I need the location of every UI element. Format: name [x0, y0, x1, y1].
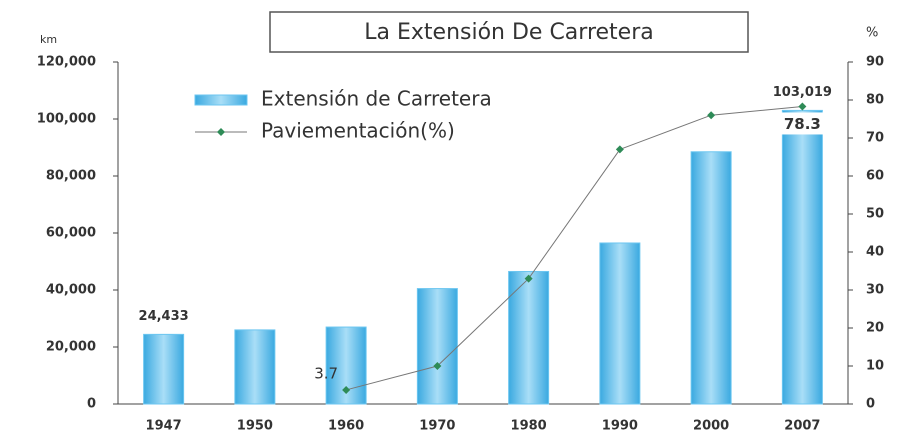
y2-tick-label: 90: [866, 55, 884, 70]
x-tick-label: 1990: [602, 419, 638, 434]
title-box: [269, 11, 749, 53]
bar-value-label: 24,433: [139, 309, 189, 324]
x-tick-label: 1947: [146, 419, 182, 434]
bar: [781, 109, 823, 405]
legend-swatch: [194, 94, 248, 106]
y-tick-label: 0: [87, 397, 96, 412]
line-marker: [342, 385, 351, 394]
label-box: [778, 112, 827, 135]
line-marker: [615, 145, 624, 154]
y-tick-label: 20,000: [46, 340, 96, 355]
line-marker: [798, 102, 807, 111]
bar: [599, 242, 641, 405]
y-tick-label: 120,000: [37, 55, 96, 70]
y2-tick-label: 80: [866, 93, 884, 108]
y2-tick-label: 50: [866, 207, 884, 222]
y2-tick-label: 30: [866, 283, 884, 298]
bar: [508, 270, 550, 405]
y-tick-label: 80,000: [46, 169, 96, 184]
y2-tick-label: 60: [866, 169, 884, 184]
chart-title: La Extensión De Carretera: [364, 20, 653, 45]
line-marker: [524, 274, 533, 283]
x-tick-label: 1950: [237, 419, 273, 434]
line-value-label: 78.3: [784, 115, 821, 133]
x-tick-label: 1970: [419, 419, 455, 434]
bar-value-label: 103,019: [773, 85, 832, 100]
y2-tick-label: 20: [866, 321, 884, 336]
bar: [690, 151, 732, 405]
line-marker: [707, 111, 716, 120]
y2-tick-label: 70: [866, 131, 884, 146]
line-value-label: 3.7: [314, 364, 338, 382]
x-tick-label: 2000: [693, 419, 729, 434]
x-tick-label: 1980: [511, 419, 547, 434]
y-axis-label: km: [40, 33, 57, 46]
bar: [143, 333, 185, 405]
x-tick-label: 2007: [784, 419, 820, 434]
y2-tick-label: 40: [866, 245, 884, 260]
bar: [416, 288, 458, 405]
y-tick-label: 60,000: [46, 226, 96, 241]
bar: [234, 329, 276, 405]
y-tick-label: 100,000: [37, 112, 96, 127]
line: [345, 105, 803, 391]
y-tick-label: 40,000: [46, 283, 96, 298]
legend-label: Paviementación(%): [261, 119, 455, 143]
y2-tick-label: 0: [866, 397, 875, 412]
legend-marker: [217, 128, 225, 136]
legend-label: Extensión de Carretera: [261, 87, 492, 111]
y2-axis-label: %: [866, 26, 878, 41]
y2-tick-label: 10: [866, 359, 884, 374]
x-tick-label: 1960: [328, 419, 364, 434]
line-marker: [433, 362, 442, 370]
